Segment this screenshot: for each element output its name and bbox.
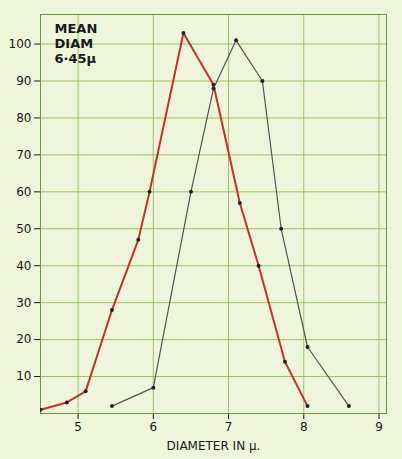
- svg-text:90: 90: [16, 74, 31, 88]
- svg-text:5: 5: [74, 420, 82, 434]
- svg-text:70: 70: [16, 148, 31, 162]
- svg-text:100: 100: [9, 37, 32, 51]
- svg-text:60: 60: [16, 185, 31, 199]
- svg-text:8: 8: [300, 420, 308, 434]
- svg-text:9: 9: [375, 420, 383, 434]
- svg-text:40: 40: [16, 259, 31, 273]
- svg-text:7: 7: [225, 420, 233, 434]
- svg-text:MEANDIAM6·45μ: MEANDIAM6·45μ: [55, 21, 98, 66]
- svg-text:10: 10: [16, 369, 31, 383]
- svg-text:20: 20: [16, 332, 31, 346]
- svg-text:6: 6: [150, 420, 158, 434]
- svg-text:50: 50: [16, 222, 31, 236]
- svg-text:DIAMETER IN μ.: DIAMETER IN μ.: [167, 439, 261, 453]
- svg-text:80: 80: [16, 111, 31, 125]
- svg-text:30: 30: [16, 296, 31, 310]
